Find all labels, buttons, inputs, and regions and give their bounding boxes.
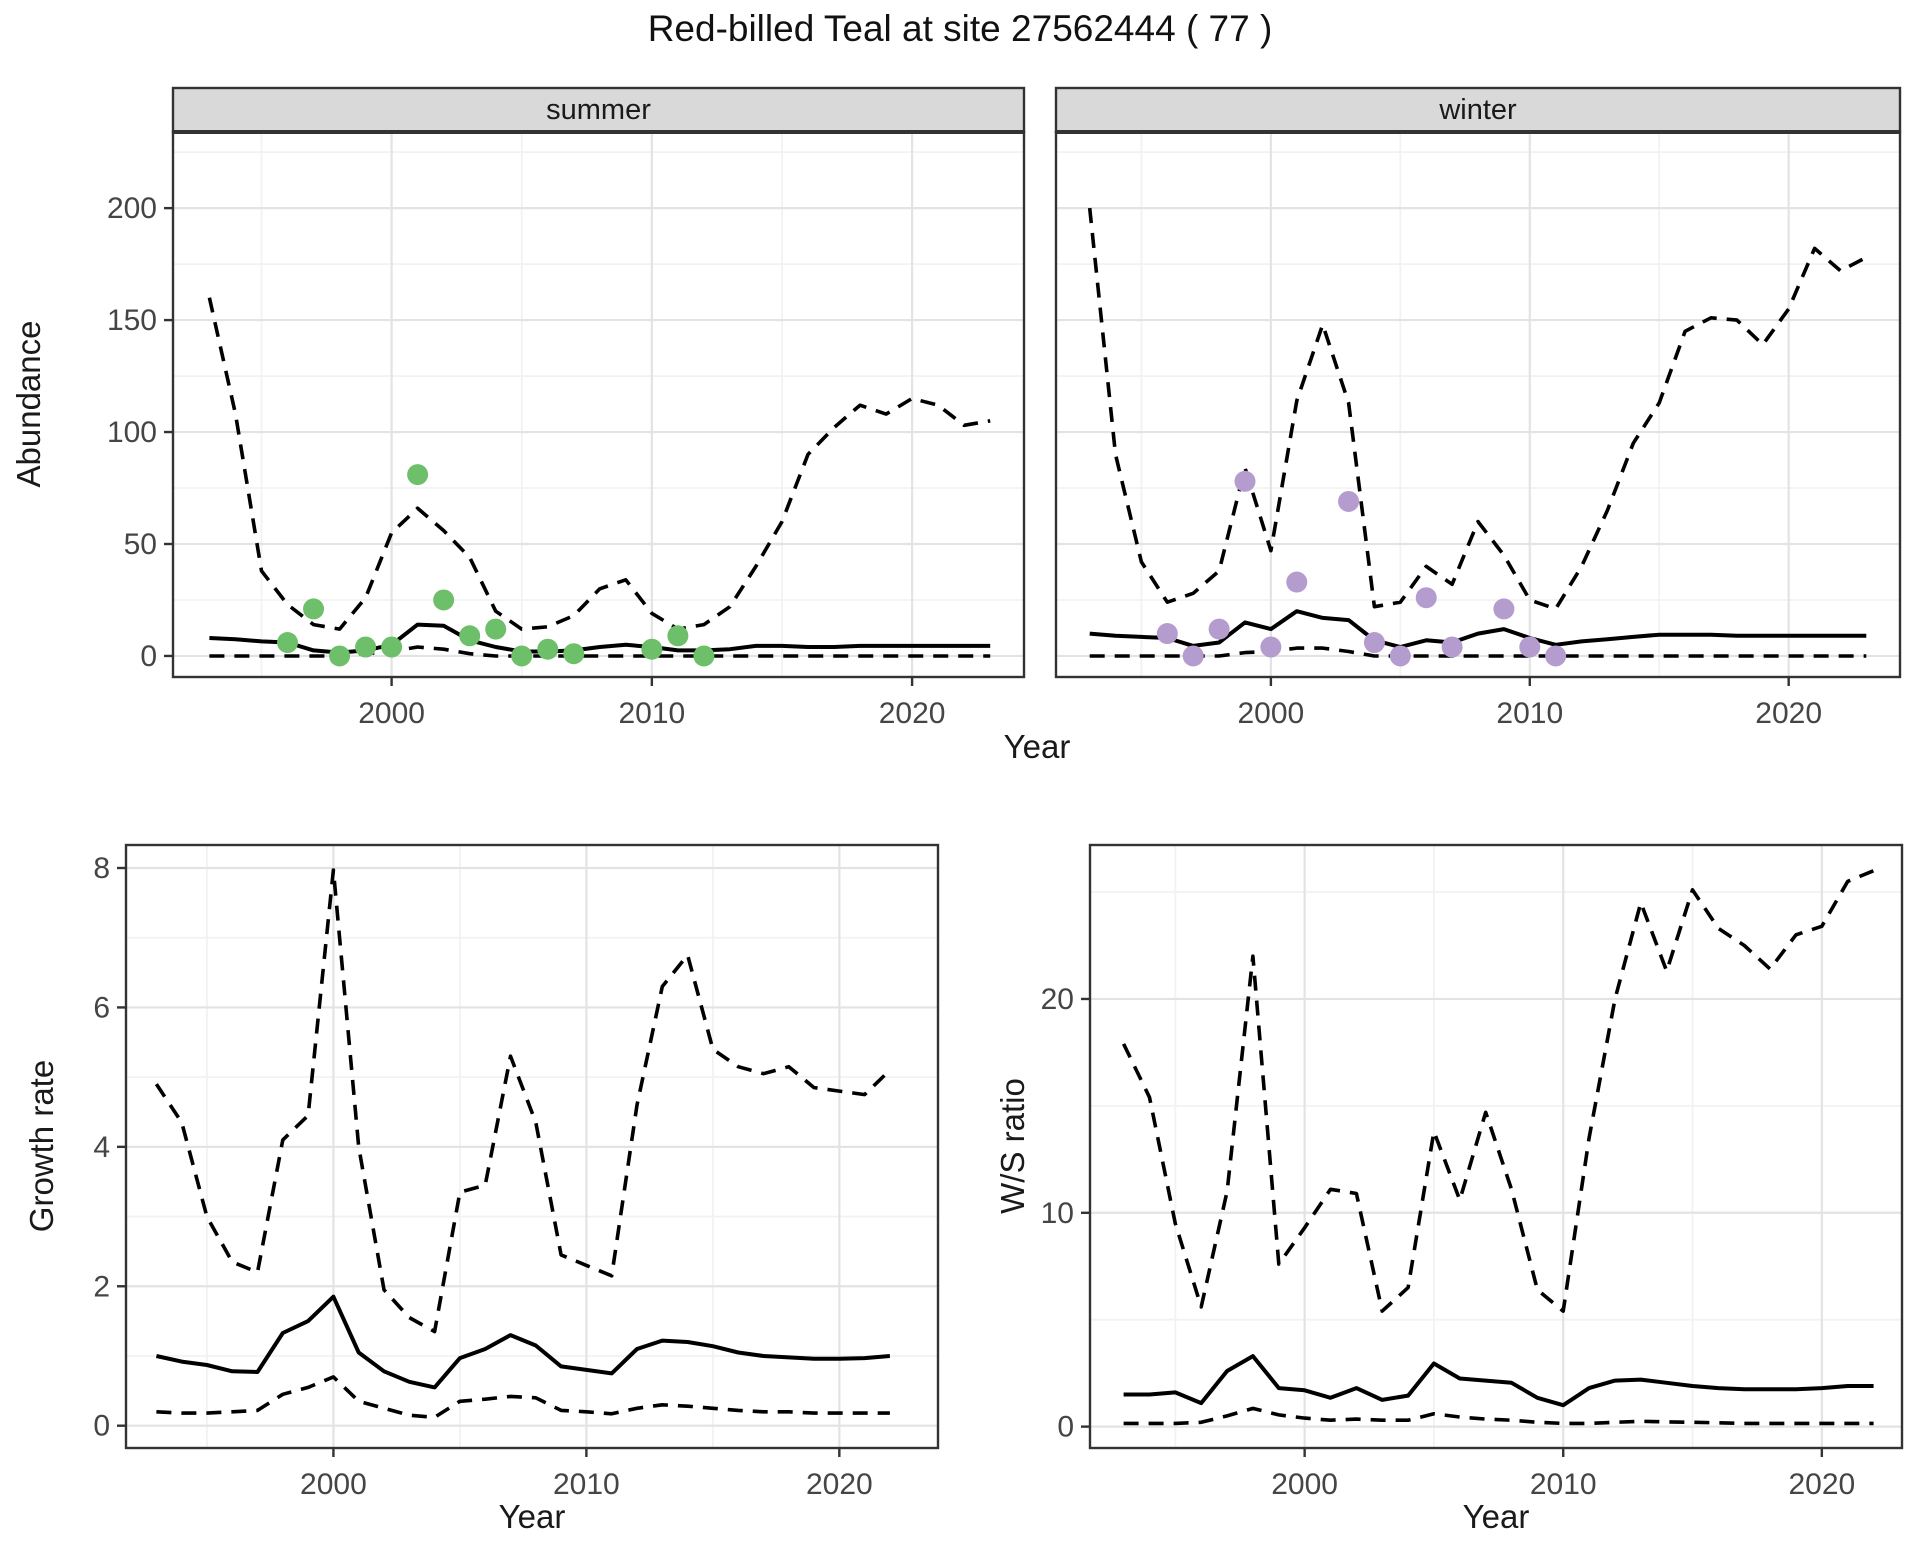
svg-text:10: 10 bbox=[1041, 1197, 1074, 1230]
top-x-axis-title: Year bbox=[1003, 728, 1071, 765]
abundance-winter-point bbox=[1182, 645, 1204, 667]
facet-strip-label-summer: summer bbox=[546, 94, 651, 126]
abundance-summer-point bbox=[667, 625, 689, 647]
svg-text:6: 6 bbox=[93, 991, 110, 1024]
svg-text:0: 0 bbox=[1057, 1411, 1074, 1444]
growth-rate-x-axis-title: Year bbox=[498, 1498, 566, 1535]
abundance-winter-point bbox=[1519, 636, 1541, 658]
svg-text:2010: 2010 bbox=[553, 1468, 620, 1501]
figure-title: Red-billed Teal at site 27562444 ( 77 ) bbox=[647, 8, 1273, 49]
abundance-summer-facet-strip bbox=[171, 86, 1026, 134]
svg-text:2020: 2020 bbox=[879, 697, 946, 730]
abundance-summer-point bbox=[277, 632, 299, 654]
svg-text:2020: 2020 bbox=[1788, 1468, 1855, 1501]
abundance-summer-point bbox=[511, 645, 533, 667]
abundance-summer-point bbox=[693, 645, 715, 667]
svg-text:2000: 2000 bbox=[1271, 1468, 1338, 1501]
abundance-winter-point bbox=[1260, 636, 1282, 658]
abundance-y-axis-title: Abundance bbox=[10, 320, 47, 488]
svg-text:2000: 2000 bbox=[1238, 697, 1305, 730]
svg-text:2000: 2000 bbox=[300, 1468, 367, 1501]
abundance-winter-point bbox=[1493, 598, 1515, 620]
svg-text:2010: 2010 bbox=[1530, 1468, 1597, 1501]
ws-ratio-median-line bbox=[1123, 1354, 1874, 1408]
abundance-summer-point bbox=[407, 464, 429, 486]
svg-text:2010: 2010 bbox=[618, 697, 685, 730]
ws-ratio-y-axis-title: W/S ratio bbox=[994, 1078, 1031, 1214]
svg-text:2000: 2000 bbox=[358, 697, 425, 730]
growth-rate-upper-95ci-line bbox=[154, 868, 892, 1334]
abundance-winter-median-line bbox=[1089, 609, 1867, 649]
abundance-winter-point bbox=[1338, 490, 1360, 512]
svg-text:8: 8 bbox=[93, 852, 110, 885]
svg-text:2020: 2020 bbox=[1755, 697, 1822, 730]
abundance-summer-point bbox=[303, 598, 325, 620]
svg-text:200: 200 bbox=[107, 192, 157, 225]
ws-ratio-upper-95ci-line bbox=[1121, 869, 1875, 1313]
svg-text:2020: 2020 bbox=[806, 1468, 873, 1501]
abundance-winter-point bbox=[1441, 636, 1463, 658]
abundance-winter-point bbox=[1286, 571, 1308, 593]
ws-ratio-lower-95ci-line bbox=[1123, 1406, 1874, 1426]
abundance-winter-point bbox=[1234, 470, 1256, 492]
abundance-winter-point bbox=[1545, 645, 1567, 667]
abundance-summer-point bbox=[537, 638, 559, 660]
abundance-winter-point bbox=[1415, 587, 1437, 609]
svg-text:2: 2 bbox=[93, 1270, 110, 1303]
abundance-winter-point bbox=[1156, 623, 1178, 645]
abundance-winter-point bbox=[1363, 632, 1385, 654]
abundance-summer-point bbox=[381, 636, 403, 658]
abundance-summer-point bbox=[485, 618, 507, 640]
ws-ratio-x-axis-title: Year bbox=[1462, 1498, 1530, 1535]
svg-text:4: 4 bbox=[93, 1131, 110, 1164]
abundance-summer-point bbox=[355, 636, 377, 658]
svg-text:2010: 2010 bbox=[1496, 697, 1563, 730]
growth-rate-y-axis-title: Growth rate bbox=[23, 1059, 60, 1233]
abundance-winter-point bbox=[1389, 645, 1411, 667]
svg-text:0: 0 bbox=[93, 1410, 110, 1443]
growth-rate-lower-95ci-line bbox=[156, 1375, 890, 1420]
growth-rate-median-line bbox=[155, 1294, 891, 1390]
abundance-winter-point bbox=[1208, 618, 1230, 640]
abundance-summer-point bbox=[563, 643, 585, 665]
abundance-summer-point bbox=[459, 625, 481, 647]
facet-strip-label-winter: winter bbox=[1439, 94, 1517, 126]
svg-text:50: 50 bbox=[124, 528, 157, 561]
abundance-winter-lower-95ci-line bbox=[1089, 646, 1867, 658]
abundance-summer-upper-95ci-line bbox=[207, 297, 991, 631]
abundance-summer-point bbox=[641, 638, 663, 660]
svg-text:100: 100 bbox=[107, 416, 157, 449]
svg-text:0: 0 bbox=[140, 640, 157, 673]
abundance-summer-point bbox=[433, 589, 455, 611]
svg-text:20: 20 bbox=[1041, 983, 1074, 1016]
abundance-summer-point bbox=[329, 645, 351, 667]
abundance-winter-upper-95ci-line bbox=[1087, 207, 1868, 611]
svg-text:150: 150 bbox=[107, 304, 157, 337]
